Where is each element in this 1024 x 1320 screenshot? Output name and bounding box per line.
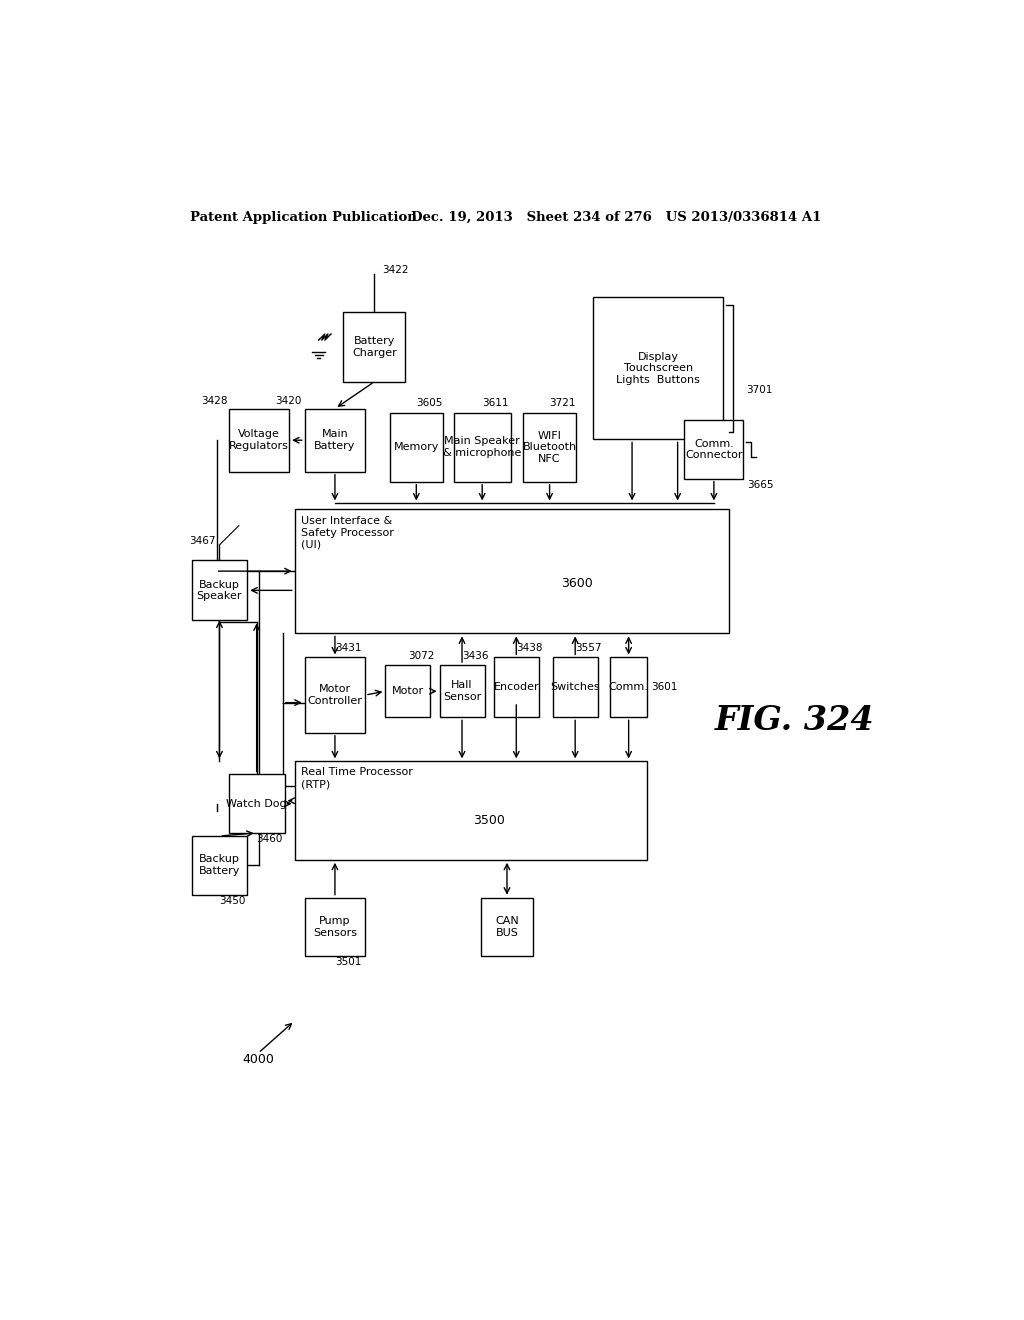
Bar — [553, 657, 598, 718]
Text: Patent Application Publication: Patent Application Publication — [190, 211, 417, 224]
Bar — [480, 898, 534, 956]
Bar — [191, 836, 248, 895]
Bar — [385, 665, 430, 718]
Text: Memory: Memory — [393, 442, 439, 453]
Bar — [523, 412, 575, 482]
Text: 3072: 3072 — [408, 651, 434, 661]
Text: 3701: 3701 — [746, 384, 773, 395]
Text: Main
Battery: Main Battery — [314, 429, 355, 451]
Bar — [684, 420, 743, 479]
Text: 3436: 3436 — [462, 651, 488, 661]
Text: Motor
Controller: Motor Controller — [307, 684, 362, 706]
Text: Motor: Motor — [392, 686, 424, 696]
Text: 3431: 3431 — [335, 643, 361, 653]
Text: Encoder: Encoder — [494, 682, 539, 693]
Text: 3500: 3500 — [473, 814, 505, 826]
Text: 3422: 3422 — [382, 265, 409, 275]
Bar — [295, 762, 647, 859]
Bar — [305, 409, 366, 471]
Bar — [610, 657, 647, 718]
Text: 3601: 3601 — [651, 682, 678, 693]
Text: Real Time Processor
(RTP): Real Time Processor (RTP) — [301, 767, 413, 789]
Bar — [191, 560, 248, 620]
Text: 3438: 3438 — [516, 643, 543, 653]
Text: 3460: 3460 — [257, 834, 283, 843]
Text: Battery
Charger: Battery Charger — [352, 337, 397, 358]
Bar — [343, 313, 406, 381]
Text: Backup
Battery: Backup Battery — [199, 854, 241, 876]
Bar — [390, 412, 442, 482]
Text: 3557: 3557 — [575, 643, 602, 653]
Bar — [228, 775, 285, 833]
Text: Switches: Switches — [550, 682, 600, 693]
Text: 3665: 3665 — [748, 480, 774, 490]
Bar — [295, 508, 729, 634]
Text: Pump
Sensors: Pump Sensors — [313, 916, 357, 937]
Text: 3501: 3501 — [335, 957, 361, 968]
Bar — [593, 297, 723, 440]
Bar — [439, 665, 484, 718]
Text: 3611: 3611 — [482, 399, 509, 408]
Bar — [494, 657, 539, 718]
Text: Voltage
Regulators: Voltage Regulators — [229, 429, 289, 451]
Bar — [305, 657, 366, 733]
Text: Display
Touchscreen
Lights  Buttons: Display Touchscreen Lights Buttons — [616, 351, 700, 385]
Text: 3428: 3428 — [201, 396, 227, 407]
Text: FIG. 324: FIG. 324 — [715, 704, 874, 737]
Text: 3605: 3605 — [417, 399, 442, 408]
Text: Comm.
Connector: Comm. Connector — [685, 438, 742, 461]
Text: CAN
BUS: CAN BUS — [495, 916, 519, 937]
Text: Hall
Sensor: Hall Sensor — [443, 680, 481, 702]
Text: User Interface &
Safety Processor
(UI): User Interface & Safety Processor (UI) — [301, 516, 393, 549]
Text: 3721: 3721 — [550, 399, 577, 408]
Bar — [454, 412, 511, 482]
Bar — [228, 409, 289, 471]
Text: Dec. 19, 2013   Sheet 234 of 276   US 2013/0336814 A1: Dec. 19, 2013 Sheet 234 of 276 US 2013/0… — [411, 211, 821, 224]
Text: Watch Dog: Watch Dog — [226, 799, 287, 809]
Text: 4000: 4000 — [243, 1053, 274, 1065]
Text: Backup
Speaker: Backup Speaker — [197, 579, 243, 601]
Text: WIFI
Bluetooth
NFC: WIFI Bluetooth NFC — [522, 430, 577, 463]
Text: 3450: 3450 — [219, 896, 246, 906]
Text: Main Speaker
& microphone: Main Speaker & microphone — [443, 437, 521, 458]
Text: 3600: 3600 — [561, 577, 593, 590]
Text: 3467: 3467 — [189, 536, 216, 546]
Text: 3420: 3420 — [275, 396, 302, 407]
Bar — [305, 898, 366, 956]
Text: Comm.: Comm. — [608, 682, 648, 693]
